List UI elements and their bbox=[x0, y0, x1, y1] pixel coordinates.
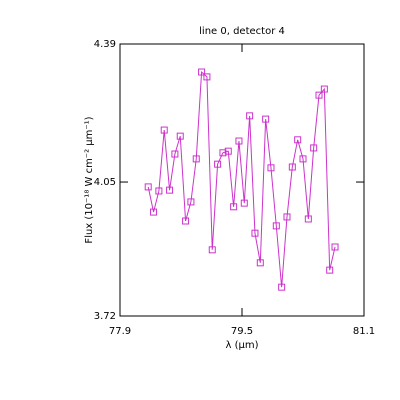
x-tick-label: 81.1 bbox=[353, 326, 375, 337]
data-point bbox=[182, 217, 190, 225]
data-point bbox=[166, 186, 174, 194]
data-point bbox=[256, 259, 264, 267]
y-tick-label: 4.39 bbox=[94, 39, 116, 50]
data-point bbox=[198, 68, 206, 76]
data-point bbox=[283, 213, 291, 221]
data-point bbox=[251, 229, 259, 237]
data-point bbox=[230, 203, 238, 211]
data-point bbox=[150, 208, 158, 216]
data-point bbox=[326, 266, 334, 274]
chart-title: line 0, detector 4 bbox=[199, 26, 285, 37]
data-point bbox=[320, 85, 328, 93]
data-point bbox=[214, 160, 222, 168]
data-point bbox=[160, 126, 168, 134]
data-point bbox=[208, 246, 216, 254]
data-point bbox=[187, 198, 195, 206]
x-axis-label: λ (μm) bbox=[225, 340, 258, 351]
y-tick-label: 4.05 bbox=[94, 177, 116, 188]
data-point bbox=[240, 199, 248, 207]
data-point bbox=[171, 150, 179, 158]
data-point bbox=[219, 149, 227, 157]
data-point bbox=[272, 222, 280, 230]
data-point bbox=[278, 283, 286, 291]
data-point bbox=[262, 115, 270, 123]
x-tick-label: 79.5 bbox=[231, 326, 253, 337]
data-point bbox=[299, 155, 307, 163]
data-line bbox=[147, 70, 336, 288]
data-point bbox=[267, 164, 275, 172]
data-point bbox=[310, 144, 318, 152]
data-point bbox=[192, 155, 200, 163]
data-point bbox=[144, 183, 152, 191]
data-point bbox=[235, 137, 243, 145]
data-point bbox=[304, 215, 312, 223]
data-point bbox=[315, 91, 323, 99]
x-tick-label: 77.9 bbox=[109, 326, 131, 337]
data-point bbox=[294, 136, 302, 144]
data-point bbox=[155, 187, 163, 195]
data-point bbox=[224, 147, 232, 155]
data-point bbox=[246, 112, 254, 120]
data-point bbox=[331, 243, 339, 251]
y-axis-label: Flux (10⁻¹⁸ W cm⁻² μm⁻¹) bbox=[84, 116, 95, 243]
data-point bbox=[176, 132, 184, 140]
data-point bbox=[288, 163, 296, 171]
y-tick-label: 3.72 bbox=[94, 311, 116, 322]
data-point bbox=[203, 73, 211, 81]
